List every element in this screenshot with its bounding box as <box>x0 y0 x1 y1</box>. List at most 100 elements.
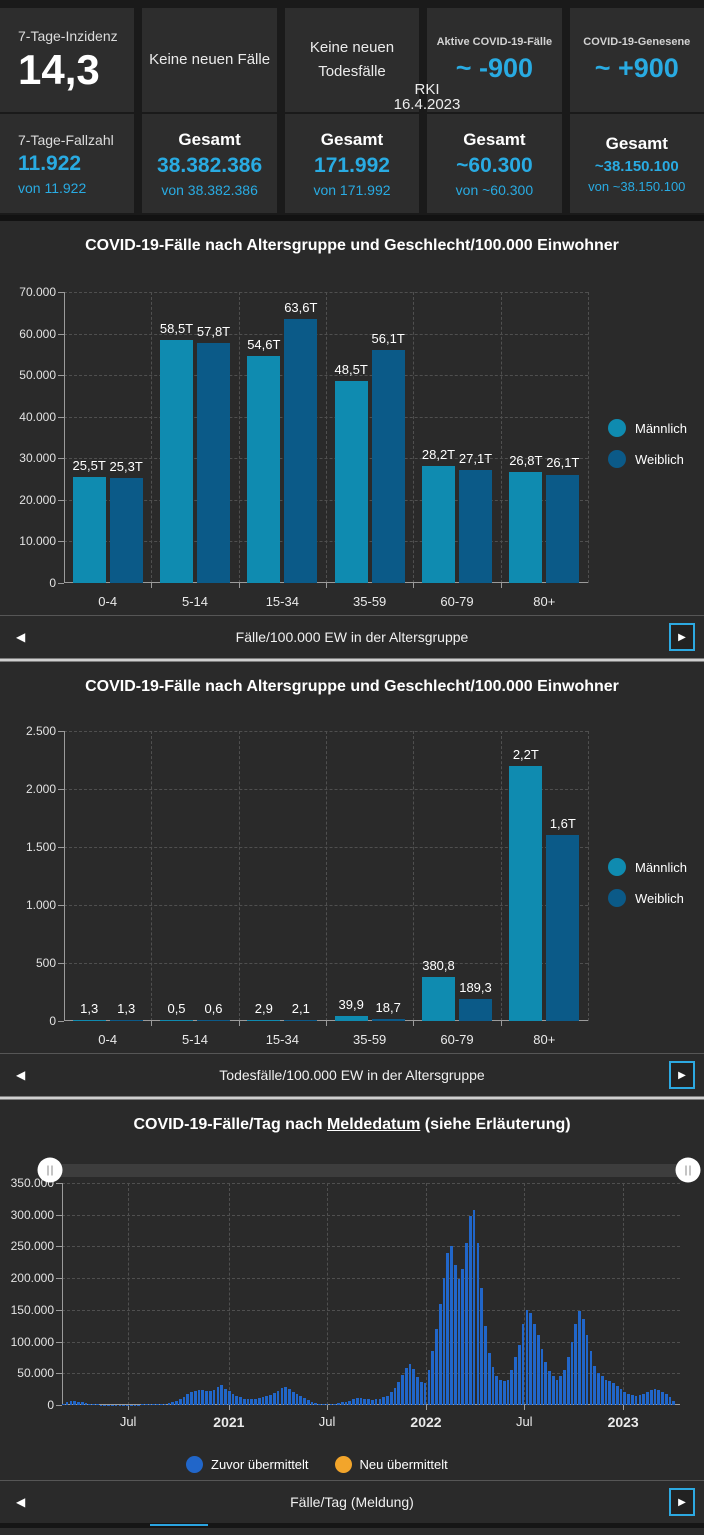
timeline-bar <box>276 1391 280 1405</box>
bar-weiblich-15-34[interactable] <box>284 1019 318 1021</box>
y-tick-label: 150.000 <box>10 1302 54 1317</box>
timeline-bar <box>254 1398 257 1405</box>
y-tick-label: 1.500 <box>25 840 56 854</box>
gridline <box>62 1246 680 1248</box>
stat-label: Gesamt <box>320 129 384 149</box>
bar-maennlich-0-4[interactable] <box>72 477 106 583</box>
timeline-bar <box>397 1381 401 1405</box>
legend-color-dot <box>186 1456 203 1473</box>
bar-maennlich-60-79[interactable] <box>422 465 455 583</box>
x-tick-mark <box>128 1405 130 1410</box>
pager-prev-icon[interactable]: ◀ <box>16 1068 26 1082</box>
timeline-bar <box>242 1398 246 1405</box>
pager-next-icon[interactable]: ▶ <box>669 623 695 651</box>
pager-prev-icon[interactable]: ◀ <box>16 1495 26 1509</box>
timeline-bar <box>246 1399 250 1405</box>
y-tick-mark <box>56 1309 62 1311</box>
bar-value-label: 56,1T <box>371 330 405 346</box>
bar-weiblich-0-4[interactable] <box>109 1019 143 1021</box>
pager-prev-icon[interactable]: ◀ <box>16 630 26 644</box>
timeline-bar <box>280 1387 284 1405</box>
bar-maennlich-5-14[interactable] <box>160 339 193 583</box>
timeline-bar <box>589 1351 593 1405</box>
x-category-label: 0-4 <box>98 594 118 609</box>
timeline-bar <box>269 1394 272 1405</box>
legend-item: Männlich <box>608 858 687 876</box>
timeline-bar <box>435 1328 438 1405</box>
timeline-bar <box>563 1370 566 1405</box>
bar-maennlich-15-34[interactable] <box>247 356 281 583</box>
timeline-bar <box>491 1366 495 1405</box>
bar-maennlich-80+[interactable] <box>509 765 543 1021</box>
bar-weiblich-35-59[interactable] <box>371 1018 405 1021</box>
legend-item: Weiblich <box>608 889 687 907</box>
bar-maennlich-35-59[interactable] <box>334 1016 368 1021</box>
timeline-bar <box>389 1392 393 1405</box>
bar-weiblich-80+[interactable] <box>546 835 580 1021</box>
bar-value-label: 1,6T <box>549 816 576 832</box>
gridline <box>62 1341 680 1343</box>
stat-message: Keine neuen Todesfälle <box>309 39 395 80</box>
x-tick-label: Jul <box>318 1414 336 1429</box>
timeline-bar <box>367 1399 370 1405</box>
watermark-line1: RKI <box>414 81 440 98</box>
bar-weiblich-0-4[interactable] <box>109 477 143 583</box>
timeline-bar <box>672 1400 676 1405</box>
y-tick-mark <box>56 1183 62 1184</box>
pager-next-icon[interactable]: ▶ <box>669 1488 695 1516</box>
timeline-bar <box>333 1403 337 1405</box>
bar-weiblich-80+[interactable] <box>546 474 580 583</box>
bar-weiblich-15-34[interactable] <box>284 318 318 583</box>
gridline <box>151 292 153 583</box>
bar-maennlich-15-34[interactable] <box>247 1019 281 1021</box>
timeline-bar <box>107 1404 110 1405</box>
bar-maennlich-5-14[interactable] <box>160 1019 193 1021</box>
time-slider-track[interactable] <box>50 1164 690 1177</box>
timeline-bar <box>472 1209 476 1405</box>
plot-area: 0 50.000 100.000 150.000 200.000 250.000 300.0… <box>11 1176 680 1430</box>
bar-maennlich-60-79[interactable] <box>422 976 455 1021</box>
time-slider-handle-right[interactable] <box>675 1157 701 1183</box>
bar-maennlich-80+[interactable] <box>509 471 543 583</box>
timeline-bar <box>608 1380 612 1405</box>
next-panel-edge <box>0 1523 704 1535</box>
timeline-bar <box>110 1404 114 1405</box>
timeline-bar <box>348 1400 352 1405</box>
watermark-line2: 16.4.2023 <box>393 96 461 113</box>
timeline-bar <box>468 1215 472 1405</box>
gridline <box>326 731 327 1021</box>
meldedatum-link[interactable]: Meldedatum <box>326 1116 421 1133</box>
bar-weiblich-60-79[interactable] <box>459 999 492 1021</box>
bar-weiblich-5-14[interactable] <box>197 342 230 583</box>
stat-label: Aktive COVID-19-Fälle <box>436 36 553 48</box>
section-gap <box>0 215 704 221</box>
chart-title-post: (siehe Erläuterung) <box>420 1116 571 1133</box>
time-slider-handle-left[interactable] <box>37 1157 63 1183</box>
plot-area: 0 500 1.000 1.500 2.000 2.500 0-4 1,3 1,3 5-14 0,5… <box>26 724 589 1047</box>
x-category-label: 60-79 <box>440 1032 474 1047</box>
timeline-bar <box>517 1344 521 1405</box>
bar-weiblich-5-14[interactable] <box>197 1019 230 1021</box>
x-tick-mark <box>413 1021 415 1026</box>
timeline-bar <box>446 1252 450 1405</box>
timeline-bar <box>318 1403 321 1405</box>
bar-maennlich-0-4[interactable] <box>72 1019 106 1021</box>
pager-next-icon[interactable]: ▶ <box>669 1061 695 1089</box>
gridline <box>151 731 153 1021</box>
timeline-bar <box>152 1404 156 1405</box>
bar-weiblich-35-59[interactable] <box>371 349 405 583</box>
timeline-bar <box>186 1394 190 1405</box>
x-tick-mark <box>327 1405 329 1410</box>
bar-maennlich-35-59[interactable] <box>334 381 368 583</box>
timeline-bar <box>306 1399 310 1405</box>
legend-color-dot <box>334 1456 352 1473</box>
bar-weiblich-60-79[interactable] <box>459 470 492 583</box>
timeline-bar <box>578 1311 581 1405</box>
stat-label: Gesamt <box>178 129 241 149</box>
x-tick-mark <box>228 1405 230 1410</box>
timeline-bar <box>502 1380 506 1405</box>
timeline-bar <box>224 1389 227 1405</box>
timeline-bar <box>548 1370 551 1405</box>
x-category-label: 80+ <box>533 1032 556 1047</box>
accent-line <box>150 1524 208 1526</box>
